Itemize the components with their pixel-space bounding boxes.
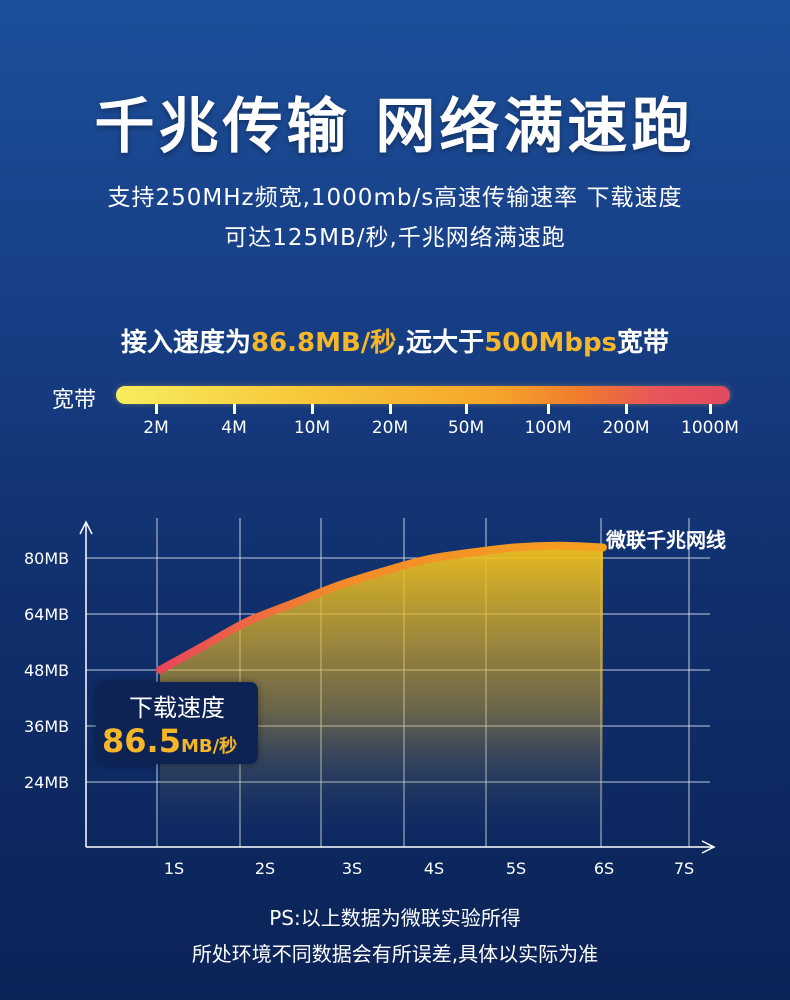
bandwidth-tick bbox=[389, 404, 392, 414]
bandwidth-gradient-bar bbox=[116, 386, 730, 404]
footnote-line-2: 所处环境不同数据会有所误差,具体以实际为准 bbox=[191, 942, 599, 966]
bandwidth-tick-label: 50M bbox=[447, 418, 485, 438]
x-axis-arrow bbox=[701, 840, 716, 854]
speed-chart: 80MB 64MB 48MB 36MB 24MB 1S 2S 3S 4S 5S 6S 7S 微联千兆网线 bbox=[24, 518, 726, 878]
subtitle-line-2: 可达125MB/秒,千兆网络满速跑 bbox=[224, 225, 566, 251]
callout-number: 86.5 bbox=[102, 722, 181, 760]
x-tick-label: 3S bbox=[342, 859, 362, 878]
x-tick-label: 4S bbox=[424, 859, 444, 878]
x-tick-label: 2S bbox=[255, 859, 275, 878]
y-tick-label: 36MB bbox=[24, 717, 69, 736]
speed-text-3: 宽带 bbox=[617, 328, 670, 358]
callout-title: 下载速度 bbox=[129, 694, 225, 722]
x-tick-label: 5S bbox=[506, 859, 526, 878]
x-tick-label: 6S bbox=[594, 859, 614, 878]
bandwidth-tick-label: 200M bbox=[602, 418, 650, 438]
broadband-value-highlight: 500Mbps bbox=[484, 328, 618, 358]
bandwidth-tick-label: 1000M bbox=[681, 418, 739, 438]
footnote-line-1: PS:以上数据为微联实验所得 bbox=[269, 906, 521, 930]
bandwidth-tick-label: 100M bbox=[524, 418, 572, 438]
chart-labels: 80MB 64MB 48MB 36MB 24MB 1S 2S 3S 4S 5S 6S 7S 微联千兆网线 bbox=[24, 528, 726, 878]
subtitle-line-1: 支持250MHz频宽,1000mb/s高速传输速率 下载速度 bbox=[107, 185, 683, 211]
bandwidth-tick bbox=[547, 404, 550, 414]
series-line bbox=[156, 541, 607, 674]
bandwidth-tick bbox=[155, 404, 158, 414]
bandwidth-tick bbox=[311, 404, 314, 414]
y-tick-label: 80MB bbox=[24, 549, 69, 568]
y-tick-label: 64MB bbox=[24, 605, 69, 624]
download-speed-callout: 下载速度 86.5MB/秒 bbox=[96, 682, 258, 764]
series-name-label: 微联千兆网线 bbox=[605, 528, 726, 552]
speed-value-highlight: 86.8MB/秒 bbox=[250, 328, 397, 358]
bandwidth-label: 宽带 bbox=[52, 388, 97, 413]
page-title: 千兆传输 网络满速跑 bbox=[94, 92, 696, 162]
bandwidth-tick bbox=[709, 404, 712, 414]
callout-value: 86.5MB/秒 bbox=[102, 722, 237, 760]
speed-text-1: 接入速度为 bbox=[120, 328, 251, 358]
y-tick-label: 24MB bbox=[24, 773, 69, 792]
bandwidth-tick bbox=[233, 404, 236, 414]
bandwidth-tick bbox=[465, 404, 468, 414]
bandwidth-tick-label: 4M bbox=[221, 418, 247, 438]
y-axis-arrow bbox=[79, 520, 93, 535]
bandwidth-tick-label: 2M bbox=[143, 418, 169, 438]
speed-statement: 接入速度为86.8MB/秒,远大于500Mbps宽带 bbox=[0, 322, 790, 359]
x-tick-label: 1S bbox=[164, 859, 184, 878]
y-tick-label: 48MB bbox=[24, 661, 69, 680]
bandwidth-ticks bbox=[0, 400, 790, 440]
chart-series bbox=[156, 541, 607, 847]
x-tick-label: 7S bbox=[674, 859, 694, 878]
series-area-fill bbox=[160, 545, 603, 847]
callout-unit: MB/秒 bbox=[180, 736, 238, 757]
bandwidth-tick-label: 20M bbox=[371, 418, 409, 438]
speed-text-2: ,远大于 bbox=[396, 328, 485, 358]
bandwidth-tick bbox=[625, 404, 628, 414]
bandwidth-tick-label: 10M bbox=[293, 418, 331, 438]
